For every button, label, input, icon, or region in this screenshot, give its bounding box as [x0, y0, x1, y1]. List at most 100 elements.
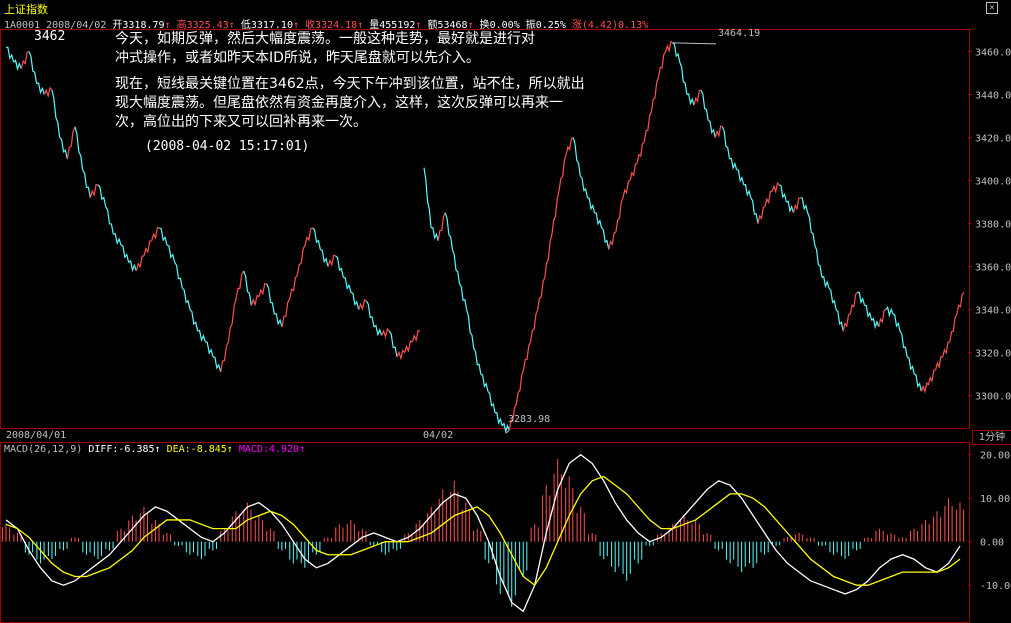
- price-y-tick-label: 3420.0: [975, 134, 1011, 145]
- price-line-day1: [51, 90, 61, 138]
- price-line-day1: [113, 232, 122, 246]
- price-line-day2: [572, 137, 581, 177]
- price-line-day1: [235, 270, 245, 300]
- price-line-day2: [529, 309, 539, 343]
- price-y-tick-label: 3300.0: [975, 392, 1011, 403]
- price-line-day1: [373, 324, 383, 337]
- price-line-day1: [320, 248, 329, 267]
- code-date: 1A0001 2008/04/02: [4, 20, 107, 31]
- price-line-day2: [906, 356, 915, 375]
- price-line-day2: [814, 244, 823, 278]
- price-line-day2: [828, 287, 837, 310]
- price-line-day2: [622, 180, 631, 198]
- price-line-day2: [721, 126, 731, 160]
- price-line-day2: [743, 184, 752, 198]
- up-arrow-icon: ↑: [415, 20, 422, 31]
- quote-stats-bar: 1A0001 2008/04/02 开3318.79 ↑ 高3325.43 ↑ 低3…: [4, 16, 648, 31]
- price-line-day2: [736, 169, 745, 186]
- price-line-day1: [312, 227, 321, 250]
- price-line-day1: [159, 227, 168, 246]
- price-line-day2: [871, 317, 880, 330]
- price-line-day1: [166, 244, 176, 263]
- price-line-day1: [304, 227, 313, 246]
- price-y-tick-label: 3340.0: [975, 306, 1011, 317]
- price-line-day2: [515, 369, 525, 405]
- macd-header: MACD(26,12,9) DIFF:-6.385↑ DEA:-8.845↑ M…: [4, 444, 305, 455]
- price-line-day1: [151, 227, 160, 241]
- price-line-day1: [220, 341, 229, 373]
- price-line-day2: [849, 292, 858, 315]
- x-axis-label-mid: 04/02: [423, 430, 454, 441]
- price-line-day1: [82, 169, 91, 198]
- low-value: 低3317.10: [240, 20, 293, 31]
- price-line-day1: [66, 126, 76, 160]
- price-line-day2: [956, 292, 965, 315]
- price-line-day2: [459, 283, 468, 310]
- price-line-day1: [327, 254, 336, 267]
- annotation-timestamp: (2008-04-02 15:17:01): [145, 139, 310, 154]
- price-line-day2: [934, 356, 943, 371]
- up-arrow-icon: ↑: [467, 20, 474, 31]
- turnover-value: 换0.00%: [479, 20, 520, 31]
- price-line-day1: [281, 298, 291, 327]
- price-line-day2: [522, 341, 532, 371]
- price-line-day2: [508, 404, 517, 431]
- price-line-day2: [714, 125, 723, 138]
- price-line-day2: [587, 197, 596, 214]
- macd-dea-value: DEA:-8.845↑: [166, 444, 233, 455]
- open-value: 开3318.79: [112, 20, 165, 31]
- high-label-leader: [672, 42, 717, 45]
- price-line-day1: [43, 86, 53, 99]
- x-axis-label-left: 2008/04/01: [6, 430, 67, 441]
- macd-y-tick-label: -10.00: [980, 581, 1011, 592]
- price-line-day1: [36, 82, 45, 95]
- price-line-day2: [892, 313, 901, 332]
- price-line-day1: [20, 50, 30, 69]
- price-line-day1: [89, 184, 99, 198]
- price-line-day1: [396, 349, 406, 361]
- price-line-day2: [786, 200, 795, 214]
- price-line-day2: [764, 190, 773, 207]
- left-peak-label: 3462: [34, 29, 66, 44]
- price-line-day2: [679, 62, 688, 95]
- price-line-day1: [358, 298, 367, 311]
- price-line-day1: [5, 46, 15, 63]
- price-line-day2: [537, 277, 546, 310]
- annotation-text: 今天，如期反弹，然后大幅度震荡。一般这种走势，最好就是进行对 冲式操作，或者如昨…: [115, 30, 585, 132]
- annotation-line-2: 冲式操作，或者如昨天本ID所说，昨天尾盘就可以先介入。: [115, 50, 480, 66]
- price-line-day1: [105, 206, 114, 235]
- price-line-day2: [657, 51, 667, 78]
- annotation-line-3: 现在，短线最关键位置在3462点，今天下午冲到该位置，站不住，所以就出: [115, 76, 585, 92]
- price-line-day2: [835, 309, 844, 332]
- chart-title: 上证指数: [4, 3, 48, 16]
- price-line-day1: [212, 356, 222, 373]
- price-line-day1: [381, 327, 390, 339]
- price-line-day2: [949, 313, 958, 343]
- price-line-day2: [466, 309, 475, 349]
- high-value: 高3325.43: [176, 20, 229, 31]
- price-line-day1: [181, 287, 191, 310]
- price-line-day2: [551, 191, 560, 235]
- price-line-day2: [558, 154, 567, 192]
- price-line-day1: [404, 340, 413, 353]
- period-selector-button[interactable]: 1分钟: [972, 430, 1011, 445]
- price-line-day2: [821, 275, 830, 289]
- price-line-day2: [914, 373, 922, 392]
- annotation-line-1: 今天，如期反弹，然后大幅度震荡。一般这种走势，最好就是进行对: [115, 31, 535, 47]
- price-line-day2: [473, 348, 482, 375]
- price-line-day1: [350, 291, 360, 310]
- price-line-day1: [120, 244, 130, 263]
- price-line-day1: [250, 294, 260, 307]
- close-icon[interactable]: ×: [986, 2, 998, 14]
- price-line-day2: [665, 40, 674, 53]
- amount-value: 额53468: [427, 20, 468, 31]
- price-line-day2: [864, 304, 873, 321]
- change-value: 涨(4.42)0.13%: [571, 20, 649, 31]
- price-line-day1: [274, 313, 283, 328]
- macd-params: MACD(26,12,9): [4, 444, 83, 455]
- price-line-day2: [707, 119, 716, 138]
- price-y-tick-label: 3380.0: [975, 220, 1011, 231]
- price-line-day2: [927, 369, 936, 386]
- price-line-day1: [189, 309, 199, 332]
- price-y-tick-label: 3460.0: [975, 48, 1011, 59]
